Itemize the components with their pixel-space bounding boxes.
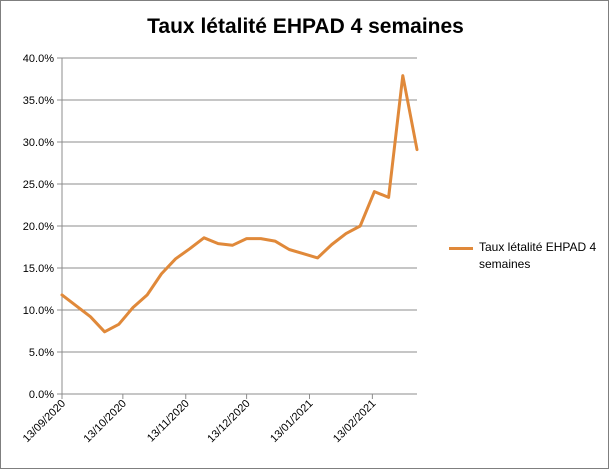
y-tick-label: 20.0% [23,221,54,233]
x-tick-label: 13/01/2021 [268,398,315,445]
y-tick-label: 5.0% [29,347,54,359]
series-line [60,74,419,334]
y-tick-label: 30.0% [23,137,54,149]
y-tick-label: 10.0% [23,305,54,317]
y-tick-label: 0.0% [29,389,54,401]
x-tick-label: 13/12/2020 [205,398,252,445]
y-tick-label: 15.0% [23,263,54,275]
x-tick-label: 13/10/2020 [82,398,129,445]
y-tick-label: 35.0% [23,95,54,107]
legend: Taux létalité EHPAD 4 semaines [449,239,599,273]
chart-title: Taux létalité EHPAD 4 semaines [147,15,464,38]
x-tick-label: 13/02/2021 [331,398,378,445]
x-tick-label: 13/09/2020 [21,398,68,445]
y-tick-label: 40.0% [23,53,54,65]
legend-label: Taux létalité EHPAD 4 semaines [479,240,597,271]
x-tick-label: 13/11/2020 [145,398,192,445]
legend-swatch [449,247,473,250]
y-tick-label: 25.0% [23,179,54,191]
